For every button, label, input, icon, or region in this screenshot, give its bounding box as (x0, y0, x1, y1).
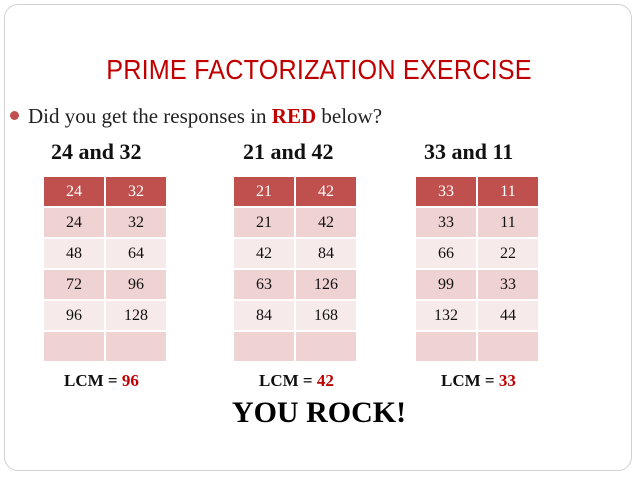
table-cell-highlight: 96 (106, 270, 166, 299)
table-cell-highlight: 42 (234, 239, 294, 268)
table-cell (44, 332, 104, 361)
table-cell (478, 332, 538, 361)
lcm-label: LCM = (441, 371, 499, 390)
table-cell: 84 (234, 301, 294, 330)
table-row: 48 64 (44, 239, 166, 268)
table-header-cell: 21 (234, 177, 294, 206)
pair-heading-3: 33 and 11 (424, 139, 514, 164)
table-cell (234, 332, 294, 361)
table-cell: 63 (234, 270, 294, 299)
table-cell-highlight: 42 (296, 208, 356, 237)
bullet-text-prefix: Did you get the responses in (28, 104, 272, 128)
table-cell: 168 (296, 301, 356, 330)
bullet-text-suffix: below? (316, 104, 383, 128)
bullet-question: Did you get the responses in RED below? (10, 104, 382, 129)
table-cell-highlight: 33 (478, 270, 538, 299)
lcm-value: 33 (498, 371, 516, 390)
table-cell: 21 (234, 208, 294, 237)
bullet-emphasis: RED (271, 104, 317, 128)
lcm-result-1: LCM = 96 (64, 371, 139, 391)
table-row: 96 128 (44, 301, 166, 330)
table-row: 99 33 (416, 270, 538, 299)
multiples-table-1: 24 32 24 32 48 64 72 96 96 128 (42, 175, 168, 363)
table-header-cell: 24 (44, 177, 104, 206)
lcm-value: 42 (316, 371, 334, 390)
table-cell: 11 (478, 208, 538, 237)
lcm-result-3: LCM = 33 (441, 371, 516, 391)
table-cell (296, 332, 356, 361)
table-cell-highlight: 96 (44, 301, 104, 330)
table-row: 24 32 (44, 208, 166, 237)
multiples-table-3: 33 11 33 11 66 22 99 33 132 44 (414, 175, 540, 363)
slide-frame (4, 4, 632, 471)
table-row: 132 44 (416, 301, 538, 330)
slide-title: PRIME FACTORIZATION EXERCISE (106, 54, 532, 85)
table-header-cell: 11 (478, 177, 538, 206)
table-cell: 44 (478, 301, 538, 330)
table-row (44, 332, 166, 361)
bullet-dot-icon (10, 111, 19, 120)
pair-heading-1: 24 and 32 (51, 139, 142, 164)
table-row (416, 332, 538, 361)
table-cell: 66 (416, 239, 476, 268)
table-row: 72 96 (44, 270, 166, 299)
table-cell: 84 (296, 239, 356, 268)
table-row: 33 11 (416, 208, 538, 237)
table-cell: 64 (106, 239, 166, 268)
table-row: 21 42 (234, 208, 356, 237)
lcm-result-2: LCM = 42 (259, 371, 334, 391)
table-row: 63 126 (234, 270, 356, 299)
table-header-row: 21 42 (234, 177, 356, 206)
table-cell: 99 (416, 270, 476, 299)
multiples-table-2: 21 42 21 42 42 84 63 126 84 168 (232, 175, 358, 363)
table-cell: 48 (44, 239, 104, 268)
table-cell: 24 (44, 208, 104, 237)
table-header-row: 24 32 (44, 177, 166, 206)
lcm-label: LCM = (259, 371, 317, 390)
table-cell (416, 332, 476, 361)
lcm-value: 96 (121, 371, 139, 390)
table-cell: 72 (44, 270, 104, 299)
table-header-row: 33 11 (416, 177, 538, 206)
table-header-cell: 42 (296, 177, 356, 206)
table-row (234, 332, 356, 361)
table-header-cell: 33 (416, 177, 476, 206)
table-row: 42 84 (234, 239, 356, 268)
table-cell: 128 (106, 301, 166, 330)
table-row: 84 168 (234, 301, 356, 330)
table-cell: 22 (478, 239, 538, 268)
table-cell: 126 (296, 270, 356, 299)
closing-message: YOU ROCK! (231, 396, 407, 429)
table-row: 66 22 (416, 239, 538, 268)
table-cell-highlight: 33 (416, 208, 476, 237)
table-header-cell: 32 (106, 177, 166, 206)
table-cell (106, 332, 166, 361)
lcm-label: LCM = (64, 371, 122, 390)
table-cell: 132 (416, 301, 476, 330)
table-cell: 32 (106, 208, 166, 237)
pair-heading-2: 21 and 42 (243, 139, 334, 164)
